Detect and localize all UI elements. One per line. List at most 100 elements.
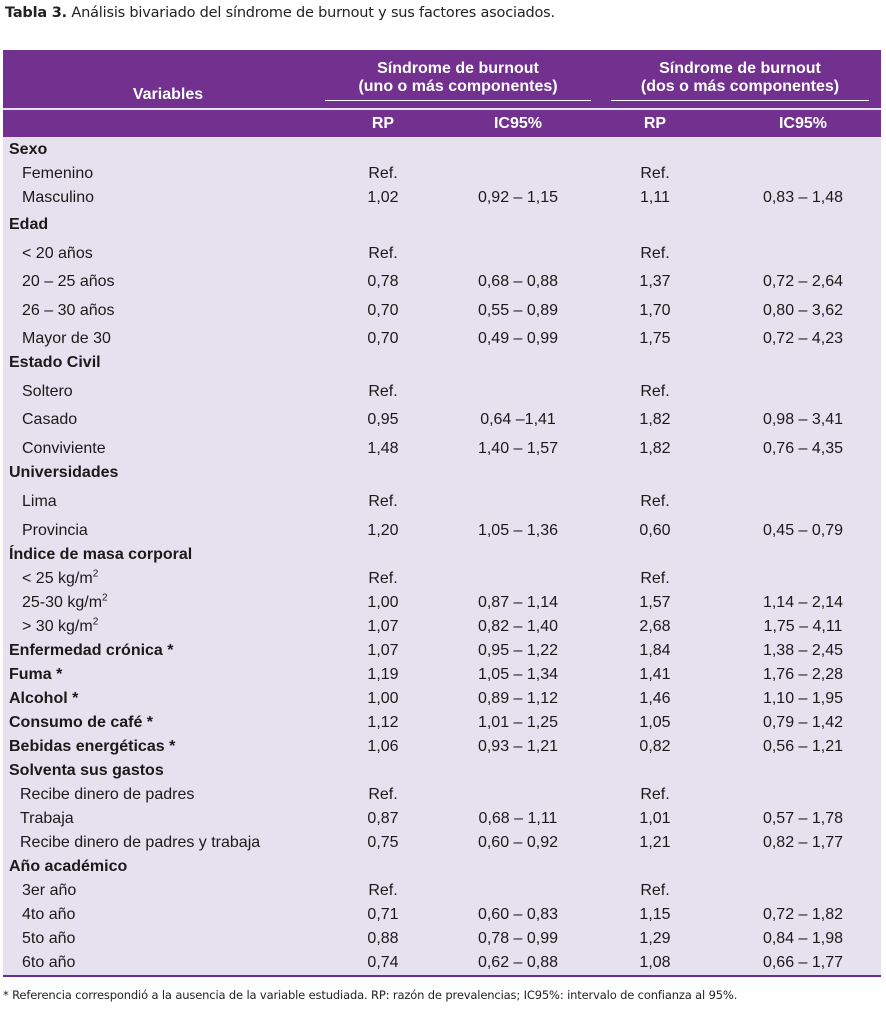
ic2-cell: 0,66 – 1,77: [762, 954, 844, 971]
row-label: Enfermedad crónica *: [9, 642, 174, 659]
rp2-cell: 1,01: [639, 810, 671, 827]
rp2-cell: 1,57: [639, 594, 671, 611]
ic1-cell: 0,49 – 0,99: [477, 330, 559, 347]
rp1-cell: Ref.: [368, 165, 398, 182]
ic2-cell: 0,45 – 0,79: [762, 522, 844, 539]
table-row: Alcohol * 1,00 0,89 – 1,12 1,46 1,10 – 1,95: [3, 687, 881, 711]
rp2-cell: 1,75: [639, 330, 671, 347]
table-row: Solventa sus gastos: [3, 759, 881, 783]
table-row: Recibe dinero de padres Ref. Ref.: [3, 783, 881, 807]
rp1-cell: 1,06: [367, 738, 399, 755]
row-label: Casado: [22, 411, 78, 428]
rp1-cell: 0,87: [367, 810, 399, 827]
header-group1-line1: Síndrome de burnout: [377, 60, 539, 77]
row-label: 26 – 30 años: [22, 302, 115, 319]
ic2-cell: 0,76 – 4,35: [762, 440, 844, 457]
table-row: > 30 kg/m2 1,07 0,82 – 1,40 2,68 1,75 – 4,11: [3, 615, 881, 639]
ic1-cell: 0,87 – 1,14: [477, 594, 559, 611]
row-label: Soltero: [22, 383, 73, 400]
row-label: Masculino: [22, 189, 95, 206]
rp1-cell: Ref.: [368, 570, 398, 587]
table-row: Mayor de 30 0,70 0,49 – 0,99 1,75 0,72 – 4,2…: [3, 327, 881, 351]
table-row: < 25 kg/m2 Ref. Ref.: [3, 567, 881, 591]
rp2-cell: 1,70: [639, 302, 671, 319]
rp1-cell: 0,95: [367, 411, 399, 428]
rp2-cell: 1,29: [639, 930, 671, 947]
table-row: Fuma * 1,19 1,05 – 1,34 1,41 1,76 – 2,28: [3, 663, 881, 687]
table-row: 6to año 0,74 0,62 – 0,88 1,08 0,66 – 1,77: [3, 951, 881, 975]
table-row: < 20 años Ref. Ref.: [3, 242, 881, 266]
row-label: 6to año: [22, 954, 76, 971]
ic2-cell: 0,72 – 1,82: [762, 906, 844, 923]
ic2-cell: 0,83 – 1,48: [762, 189, 844, 206]
rp1-cell: Ref.: [368, 493, 398, 510]
ic1-cell: 0,68 – 0,88: [477, 273, 559, 290]
ic1-cell: 1,40 – 1,57: [477, 440, 559, 457]
header-rp2: RP: [643, 115, 667, 132]
ic2-cell: 1,10 – 1,95: [762, 690, 844, 707]
table-row: Lima Ref. Ref.: [3, 490, 881, 514]
header-group1-line2: (uno o más componentes): [358, 78, 558, 95]
rp1-cell: 0,74: [367, 954, 399, 971]
ic1-cell: 0,78 – 0,99: [477, 930, 559, 947]
header-group2-line2: (dos o más componentes): [640, 78, 840, 95]
table-row: Bebidas energéticas * 1,06 0,93 – 1,21 0,82…: [3, 735, 881, 759]
table-row: 3er año Ref. Ref.: [3, 879, 881, 903]
table-row: 4to año 0,71 0,60 – 0,83 1,15 0,72 – 1,82: [3, 903, 881, 927]
header-divider-group1: [325, 100, 591, 101]
table-header-bottom: RP IC95% RP IC95%: [3, 110, 881, 137]
data-table: Variables Síndrome de burnout (uno o más…: [3, 50, 881, 977]
rp1-cell: 1,07: [367, 618, 399, 635]
row-label: Índice de masa corporal: [9, 546, 193, 563]
ic1-cell: 0,55 – 0,89: [477, 302, 559, 319]
caption-text: Análisis bivariado del síndrome de burno…: [67, 5, 555, 21]
ic1-cell: 0,64 –1,41: [480, 411, 556, 428]
table-row: 25-30 kg/m2 1,00 0,87 – 1,14 1,57 1,14 – 2,1…: [3, 591, 881, 615]
ic2-cell: 0,79 – 1,42: [762, 714, 844, 731]
unit-superscript: 2: [92, 568, 99, 580]
rp2-cell: Ref.: [640, 882, 670, 899]
rp1-cell: 1,00: [367, 690, 399, 707]
table-row: Femenino Ref. Ref.: [3, 162, 881, 186]
row-label: > 30 kg/m2: [22, 616, 99, 635]
rp2-cell: 1,84: [639, 642, 671, 659]
rp1-cell: 0,71: [367, 906, 399, 923]
rp1-cell: 0,70: [367, 302, 399, 319]
ic2-cell: 0,72 – 2,64: [762, 273, 844, 290]
ic2-cell: 1,38 – 2,45: [762, 642, 844, 659]
caption-label: Tabla 3.: [5, 5, 67, 21]
rp2-cell: 1,08: [639, 954, 671, 971]
table-row: Provincia 1,20 1,05 – 1,36 0,60 0,45 – 0,79: [3, 519, 881, 543]
header-ic2: IC95%: [778, 115, 828, 132]
table-row: Casado 0,95 0,64 –1,41 1,82 0,98 – 3,41: [3, 408, 881, 432]
rp2-cell: 1,37: [639, 273, 671, 290]
table-row: Año académico: [3, 855, 881, 879]
rp2-cell: 1,21: [639, 834, 671, 851]
rp2-cell: 1,46: [639, 690, 671, 707]
rp1-cell: 1,07: [367, 642, 399, 659]
rp2-cell: Ref.: [640, 165, 670, 182]
row-label: < 20 años: [22, 245, 93, 262]
row-label: Estado Civil: [9, 354, 101, 371]
rp1-cell: Ref.: [368, 383, 398, 400]
ic1-cell: 0,82 – 1,40: [477, 618, 559, 635]
rp1-cell: 1,19: [367, 666, 399, 683]
ic1-cell: 1,05 – 1,34: [477, 666, 559, 683]
table-row: 26 – 30 años 0,70 0,55 – 0,89 1,70 0,80 – 3,…: [3, 299, 881, 323]
header-rp1: RP: [371, 115, 395, 132]
row-label: Sexo: [9, 141, 48, 158]
ic1-cell: 0,62 – 0,88: [477, 954, 559, 971]
table-row: Trabaja 0,87 0,68 – 1,11 1,01 0,57 – 1,78: [3, 807, 881, 831]
row-label: Conviviente: [22, 440, 106, 457]
table-row: Sexo: [3, 138, 881, 162]
rp1-cell: 0,78: [367, 273, 399, 290]
rp2-cell: 1,41: [639, 666, 671, 683]
row-label: 20 – 25 años: [22, 273, 115, 290]
table-row: Estado Civil: [3, 351, 881, 375]
row-label: Edad: [9, 216, 49, 233]
table-row: 20 – 25 años 0,78 0,68 – 0,88 1,37 0,72 – 2,…: [3, 270, 881, 294]
ic1-cell: 1,05 – 1,36: [477, 522, 559, 539]
rp2-cell: Ref.: [640, 245, 670, 262]
rp2-cell: 1,05: [639, 714, 671, 731]
rp2-cell: 0,60: [639, 522, 671, 539]
